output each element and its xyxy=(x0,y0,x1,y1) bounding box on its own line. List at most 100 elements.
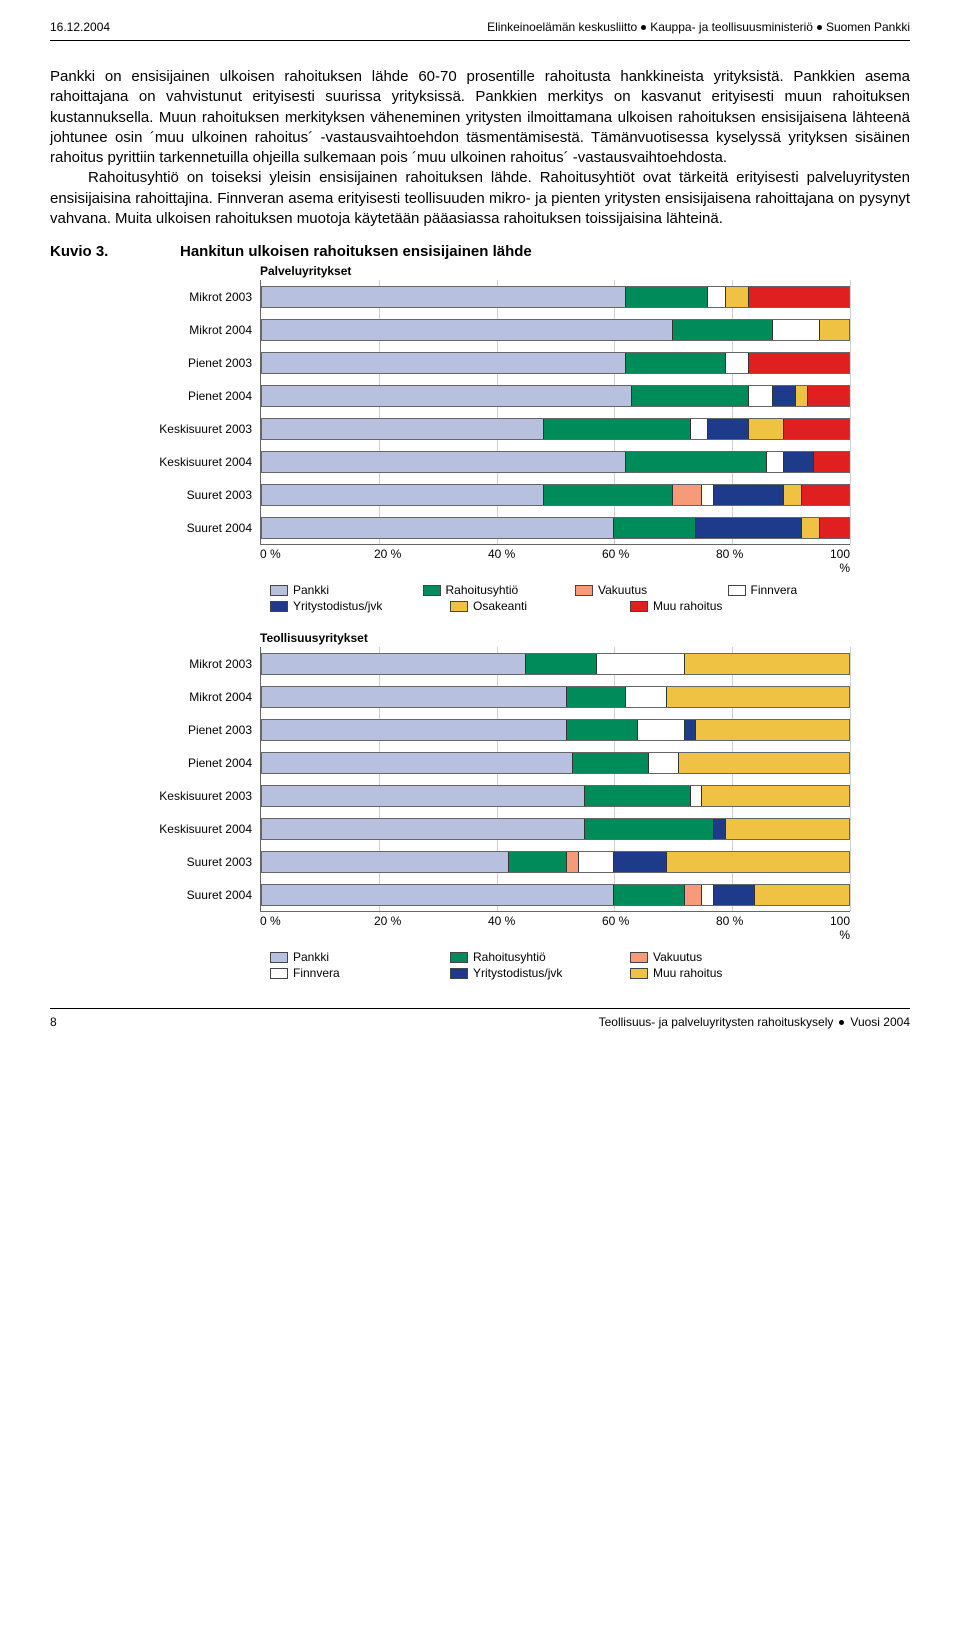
segment-finnvera xyxy=(638,720,685,740)
segment-rahoitusyhtio xyxy=(585,819,714,839)
legend-item-finnvera: Finnvera xyxy=(270,966,420,980)
legend-swatch xyxy=(630,601,648,612)
segment-pankki xyxy=(262,485,544,505)
segment-osakeanti xyxy=(755,885,849,905)
dot-separator xyxy=(641,25,646,30)
legend-swatch xyxy=(450,968,468,979)
segment-finnvera xyxy=(749,386,772,406)
category-label: Suuret 2003 xyxy=(90,478,260,511)
category-label: Suuret 2004 xyxy=(90,511,260,544)
bar-row xyxy=(261,511,850,544)
segment-yritystodistus xyxy=(714,885,755,905)
segment-rahoitusyhtio xyxy=(614,518,696,538)
segment-pankki xyxy=(262,687,567,707)
bar-row xyxy=(261,445,850,478)
page-number: 8 xyxy=(50,1015,57,1029)
bar-row xyxy=(261,845,850,878)
category-label: Pienet 2003 xyxy=(90,713,260,746)
segment-pankki xyxy=(262,287,626,307)
segment-finnvera xyxy=(626,687,667,707)
x-tick: 60 % xyxy=(602,547,716,575)
legend-item-vakuutus: Vakuutus xyxy=(630,950,780,964)
segment-yritystodistus xyxy=(714,819,726,839)
bar-row xyxy=(261,878,850,911)
segment-osakeanti xyxy=(667,852,849,872)
bar-row xyxy=(261,412,850,445)
x-tick: 20 % xyxy=(374,914,488,942)
segment-osakeanti xyxy=(679,753,849,773)
segment-rahoitusyhtio xyxy=(509,852,568,872)
segment-osakeanti xyxy=(702,786,849,806)
paragraph-1: Pankki on ensisijainen ulkoisen rahoituk… xyxy=(50,67,910,168)
legend-label: Yritystodistus/jvk xyxy=(473,966,562,980)
page-header: 16.12.2004 Elinkeinoelämän keskusliitto … xyxy=(50,20,910,41)
segment-pankki xyxy=(262,353,626,373)
chart1-subtitle: Palveluyritykset xyxy=(90,264,850,278)
category-label: Mikrot 2003 xyxy=(90,280,260,313)
segment-pankki xyxy=(262,753,573,773)
segment-finnvera xyxy=(691,419,709,439)
legend-label: Yritystodistus/jvk xyxy=(293,599,382,613)
segment-muu xyxy=(802,485,849,505)
segment-osakeanti xyxy=(726,819,849,839)
legend-item-yritystodistus: Yritystodistus/jvk xyxy=(270,599,420,613)
legend-item-finnvera: Finnvera xyxy=(728,583,851,597)
chart2-subtitle: Teollisuusyritykset xyxy=(90,631,850,645)
segment-vakuutus xyxy=(685,885,703,905)
segment-pankki xyxy=(262,320,673,340)
category-label: Keskisuuret 2003 xyxy=(90,412,260,445)
segment-finnvera xyxy=(649,753,678,773)
segment-yritystodistus xyxy=(714,485,784,505)
segment-osakeanti xyxy=(726,287,749,307)
segment-finnvera xyxy=(773,320,820,340)
segment-rahoitusyhtio xyxy=(544,419,691,439)
x-tick: 80 % xyxy=(716,547,830,575)
legend-item-rahoitusyhtio: Rahoitusyhtiö xyxy=(450,950,600,964)
segment-yritystodistus xyxy=(784,452,813,472)
legend-label: Osakeanti xyxy=(473,599,527,613)
figure-title: Hankitun ulkoisen rahoituksen ensisijain… xyxy=(180,243,532,260)
bar-row xyxy=(261,313,850,346)
category-label: Keskisuuret 2003 xyxy=(90,779,260,812)
segment-finnvera xyxy=(691,786,703,806)
segment-finnvera xyxy=(708,287,726,307)
header-date: 16.12.2004 xyxy=(50,20,110,34)
bar-row xyxy=(261,746,850,779)
legend-label: Finnvera xyxy=(751,583,798,597)
segment-pankki xyxy=(262,386,632,406)
segment-vakuutus xyxy=(567,852,579,872)
chart2-plot xyxy=(260,647,850,912)
segment-yritystodistus xyxy=(685,720,697,740)
segment-finnvera xyxy=(597,654,685,674)
segment-yritystodistus xyxy=(708,419,749,439)
chart1-ylabels: Mikrot 2003Mikrot 2004Pienet 2003Pienet … xyxy=(90,280,260,545)
segment-osakeanti xyxy=(696,720,849,740)
legend-item-vakuutus: Vakuutus xyxy=(575,583,698,597)
bar-row xyxy=(261,779,850,812)
figure-number: Kuvio 3. xyxy=(50,243,180,260)
legend-label: Muu rahoitus xyxy=(653,599,722,613)
segment-osakeanti xyxy=(685,654,849,674)
segment-osakeanti xyxy=(784,485,802,505)
legend-label: Pankki xyxy=(293,583,329,597)
legend-label: Rahoitusyhtiö xyxy=(446,583,519,597)
segment-osakeanti xyxy=(667,687,849,707)
segment-rahoitusyhtio xyxy=(632,386,749,406)
segment-rahoitusyhtio xyxy=(626,353,726,373)
segment-rahoitusyhtio xyxy=(526,654,596,674)
category-label: Mikrot 2003 xyxy=(90,647,260,680)
legend-swatch xyxy=(270,585,288,596)
page-footer: 8 Teollisuus- ja palveluyritysten rahoit… xyxy=(50,1008,910,1029)
segment-rahoitusyhtio xyxy=(626,452,767,472)
segment-pankki xyxy=(262,852,509,872)
figure-heading: Kuvio 3. Hankitun ulkoisen rahoituksen e… xyxy=(50,243,910,260)
bar-row xyxy=(261,812,850,845)
legend-item-osakeanti: Muu rahoitus xyxy=(630,966,780,980)
legend-swatch xyxy=(450,601,468,612)
chart2-ylabels: Mikrot 2003Mikrot 2004Pienet 2003Pienet … xyxy=(90,647,260,912)
segment-rahoitusyhtio xyxy=(673,320,773,340)
legend-label: Rahoitusyhtiö xyxy=(473,950,546,964)
category-label: Keskisuuret 2004 xyxy=(90,445,260,478)
segment-rahoitusyhtio xyxy=(614,885,684,905)
legend-swatch xyxy=(450,952,468,963)
